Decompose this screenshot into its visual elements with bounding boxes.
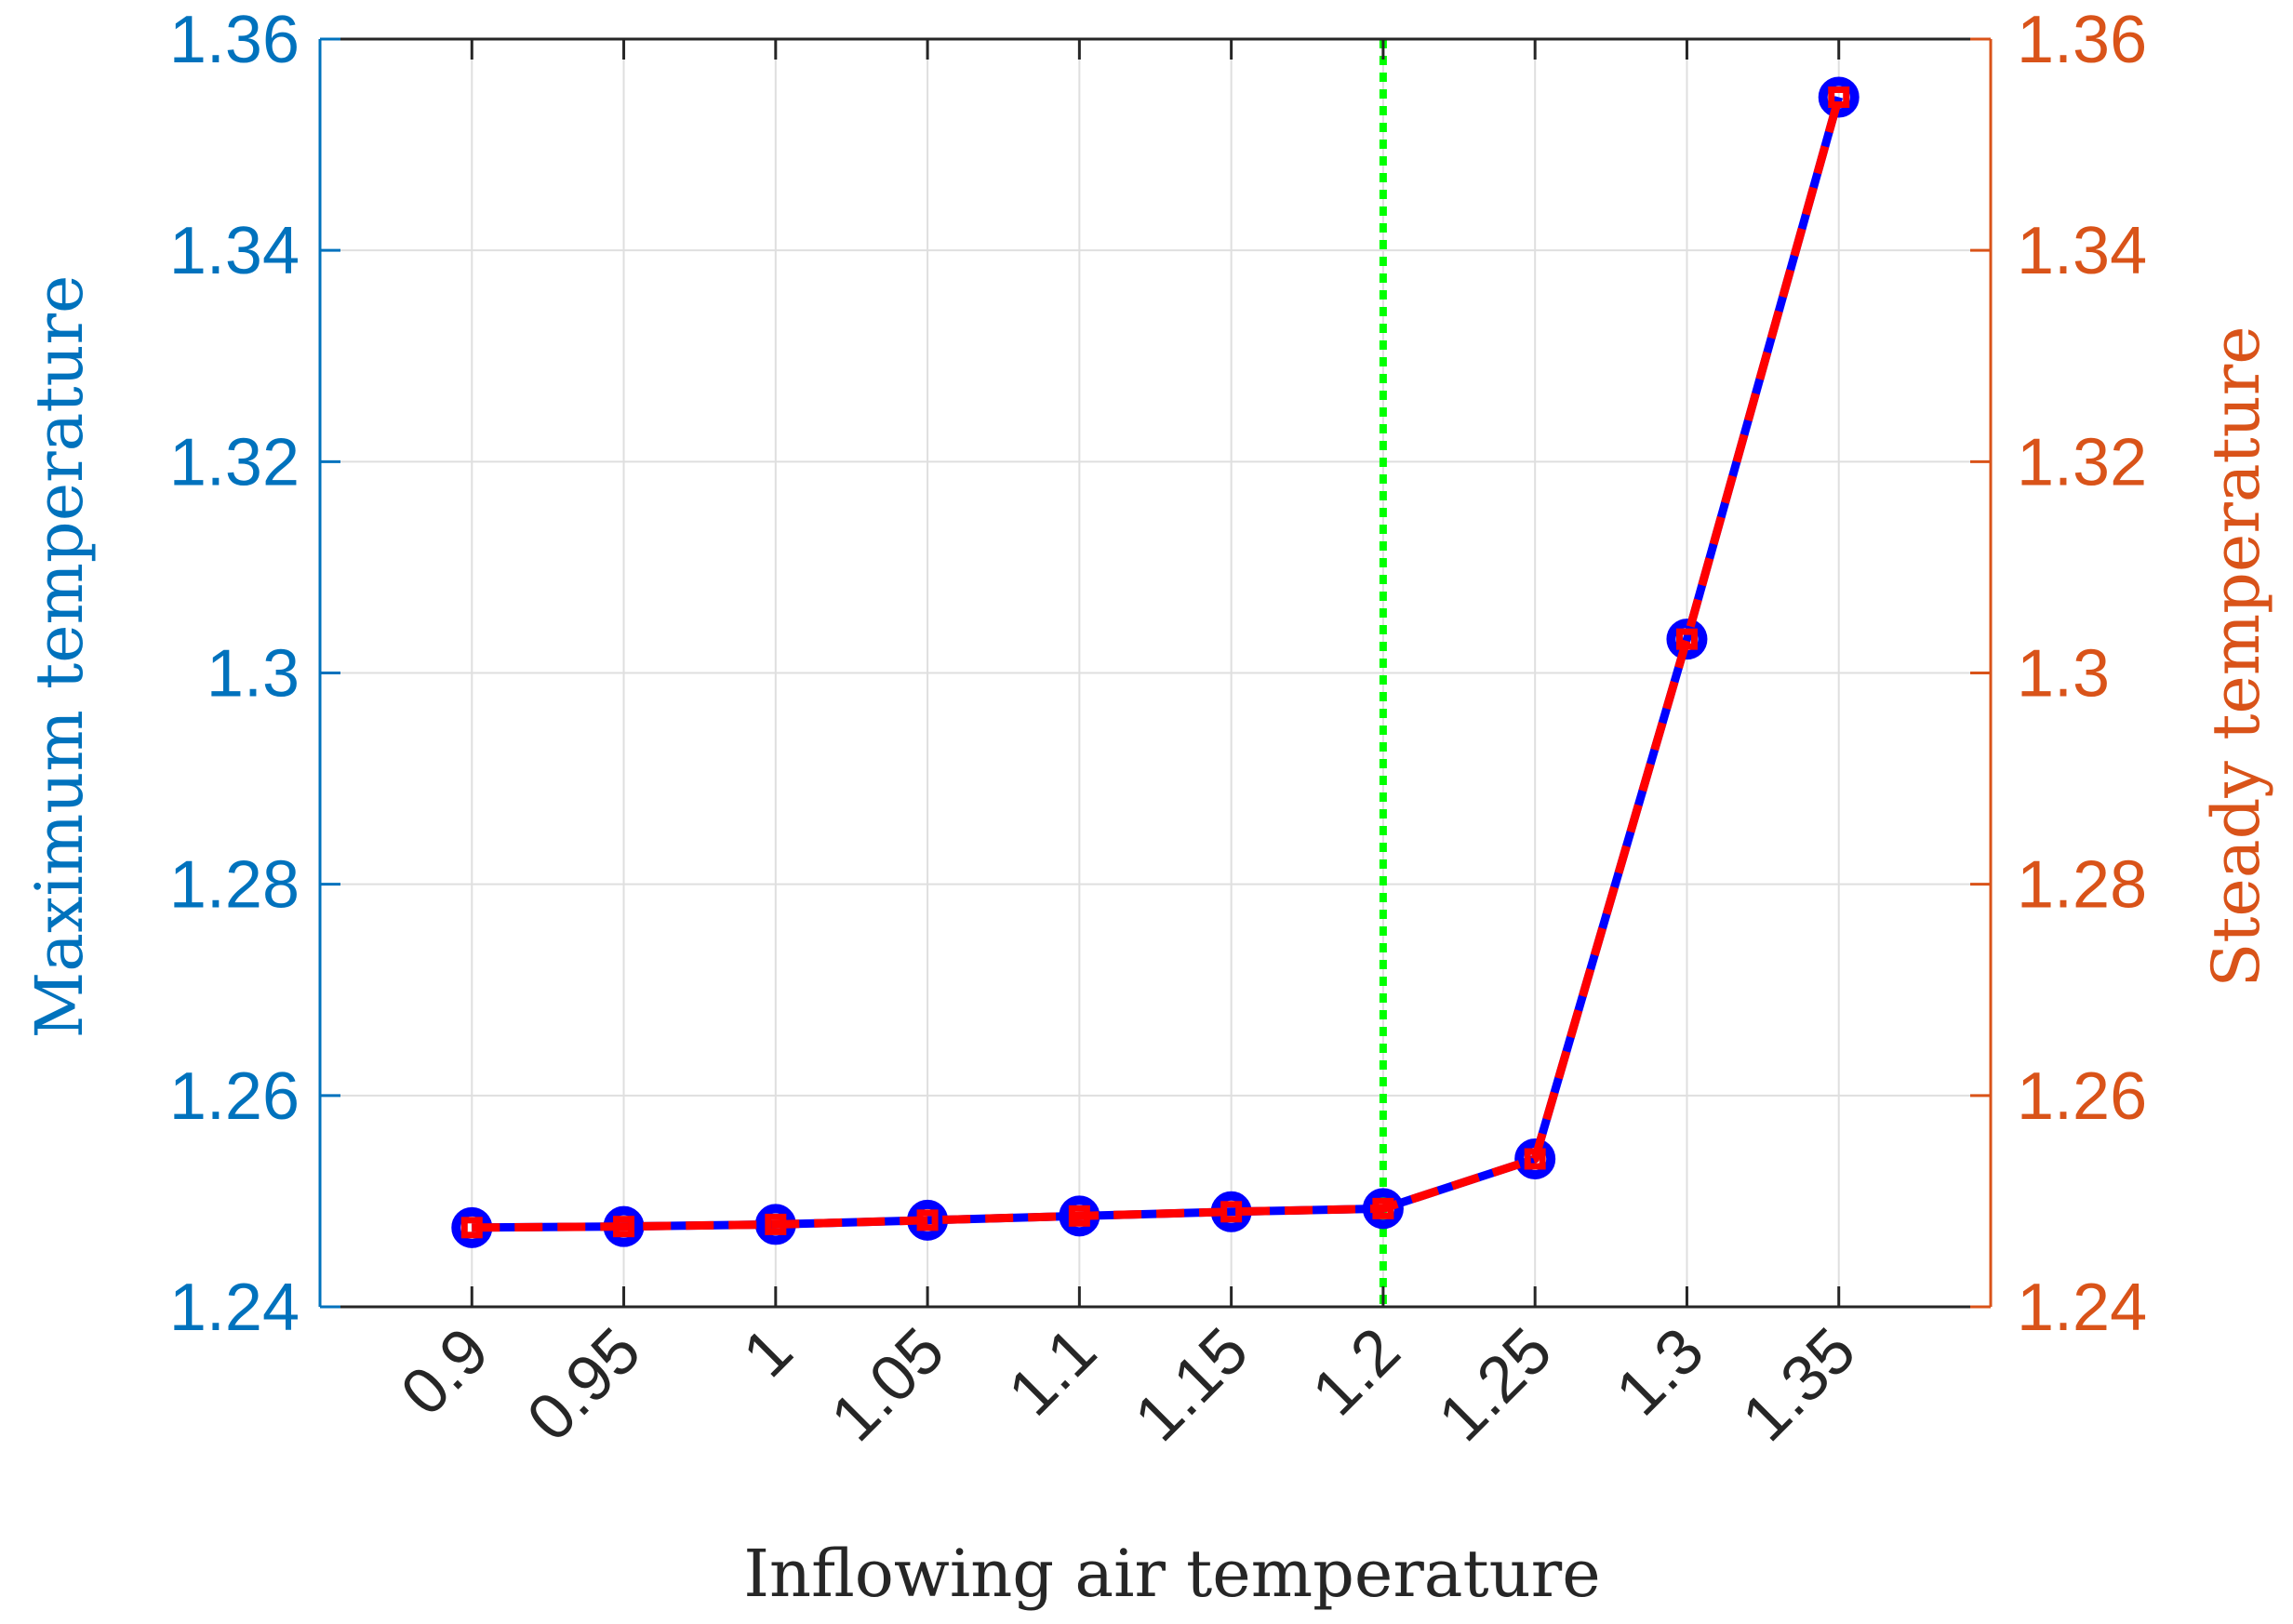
series-0-point [1514,1138,1556,1179]
y-tick-label-left: 1.28 [169,848,300,923]
y-axis-label-left: Maximum temperature [21,275,98,1039]
y-tick-label-left: 1.34 [169,214,300,288]
y-tick-label-right: 1.24 [2017,1271,2147,1345]
x-tick-label: 0.9 [387,1313,502,1429]
y-tick-label-left: 1.3 [207,637,300,712]
x-tick-label: 1.25 [1424,1313,1565,1454]
series-line-1 [472,96,1844,1232]
x-tick-label: 1.15 [1121,1313,1261,1454]
series-layer [451,76,1860,1248]
series-0-point [1818,76,1860,118]
x-tick-label: 1.2 [1299,1313,1414,1429]
series-1-point [460,1217,483,1239]
x-tick-label: 1.1 [994,1313,1110,1429]
series-1-point [765,1213,787,1235]
series-1-point [1675,628,1698,650]
x-axis-label: Inflowing air temperature [743,1536,1600,1612]
series-1-point [916,1209,939,1231]
y-tick-label-right: 1.32 [2017,425,2147,499]
x-tick-label: 1.05 [817,1313,957,1454]
y-tick-label-left: 1.26 [169,1059,300,1134]
y-tick-label-left: 1.24 [169,1271,300,1345]
series-0-point [1666,619,1708,660]
series-1-point [1524,1148,1546,1170]
series-1-point [1220,1201,1243,1223]
x-tick-label: 1.3 [1602,1313,1717,1429]
x-tick-label: 0.95 [513,1313,654,1454]
series-1-point [1372,1197,1394,1219]
y-tick-label-right: 1.34 [2017,214,2147,288]
y-tick-label-left: 1.32 [169,425,300,499]
series-line-0 [472,96,1844,1232]
series-0-point [1362,1188,1404,1230]
ticks [320,37,1991,1309]
y-tick-label-right: 1.28 [2017,848,2147,923]
series-1-point [1828,86,1850,108]
grid [320,38,1991,1308]
series-1-point [1068,1205,1090,1227]
x-tick-label: 1 [729,1313,807,1391]
y-tick-label-right: 1.3 [2017,637,2110,712]
x-tick-label: 1.35 [1728,1313,1869,1454]
y-tick-label-right: 1.36 [2017,3,2147,77]
y-tick-label-left: 1.36 [169,3,300,77]
y-axis-label-right: Steady temperature [2198,326,2274,987]
series-1-point [613,1216,635,1238]
y-tick-label-right: 1.26 [2017,1059,2147,1134]
